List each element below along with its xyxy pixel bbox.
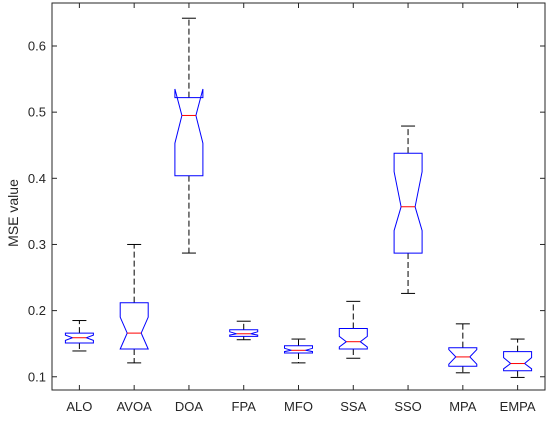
notched-box (229, 329, 259, 337)
x-tick-label-empa: EMPA (500, 399, 536, 414)
y-axis-title: MSE value (5, 179, 21, 247)
x-tick-label-ssa: SSA (340, 399, 366, 414)
notched-box (119, 302, 149, 350)
y-tick-label: 0.2 (28, 303, 46, 318)
y-tick-label: 0.4 (28, 171, 46, 186)
notched-box (503, 351, 533, 372)
y-tick-label: 0.5 (28, 105, 46, 120)
x-tick-label-mfo: MFO (284, 399, 313, 414)
notched-box (393, 152, 423, 254)
box-alo (64, 320, 94, 352)
box-mpa (448, 323, 478, 374)
notched-box (174, 88, 204, 177)
box-plot-marks (64, 17, 533, 378)
box-avoa (119, 243, 149, 364)
y-tick-label: 0.3 (28, 237, 46, 252)
x-tick-label-alo: ALO (66, 399, 92, 414)
box-sso (393, 125, 423, 294)
box-empa (503, 338, 533, 378)
x-tick-label-fpa: FPA (232, 399, 257, 414)
box-doa (174, 17, 204, 254)
notched-box (64, 332, 94, 344)
y-tick-label: 0.6 (28, 39, 46, 54)
x-tick-label-doa: DOA (175, 399, 204, 414)
box-fpa (229, 320, 259, 341)
x-tick-label-mpa: MPA (449, 399, 477, 414)
notched-box (338, 328, 368, 350)
axes: 0.1 0.2 0.3 0.4 0.5 0.6 ALO AVOA DOA FPA MFO SSA SSO… (28, 2, 546, 414)
plot-frame (51, 2, 546, 391)
x-tick-label-avoa: AVOA (117, 399, 152, 414)
notched-box (284, 345, 313, 354)
y-tick-label: 0.1 (28, 369, 46, 384)
x-tick-label-sso: SSO (394, 399, 421, 414)
box-ssa (338, 300, 368, 359)
notched-box (448, 347, 478, 367)
box-mfo (284, 338, 313, 364)
